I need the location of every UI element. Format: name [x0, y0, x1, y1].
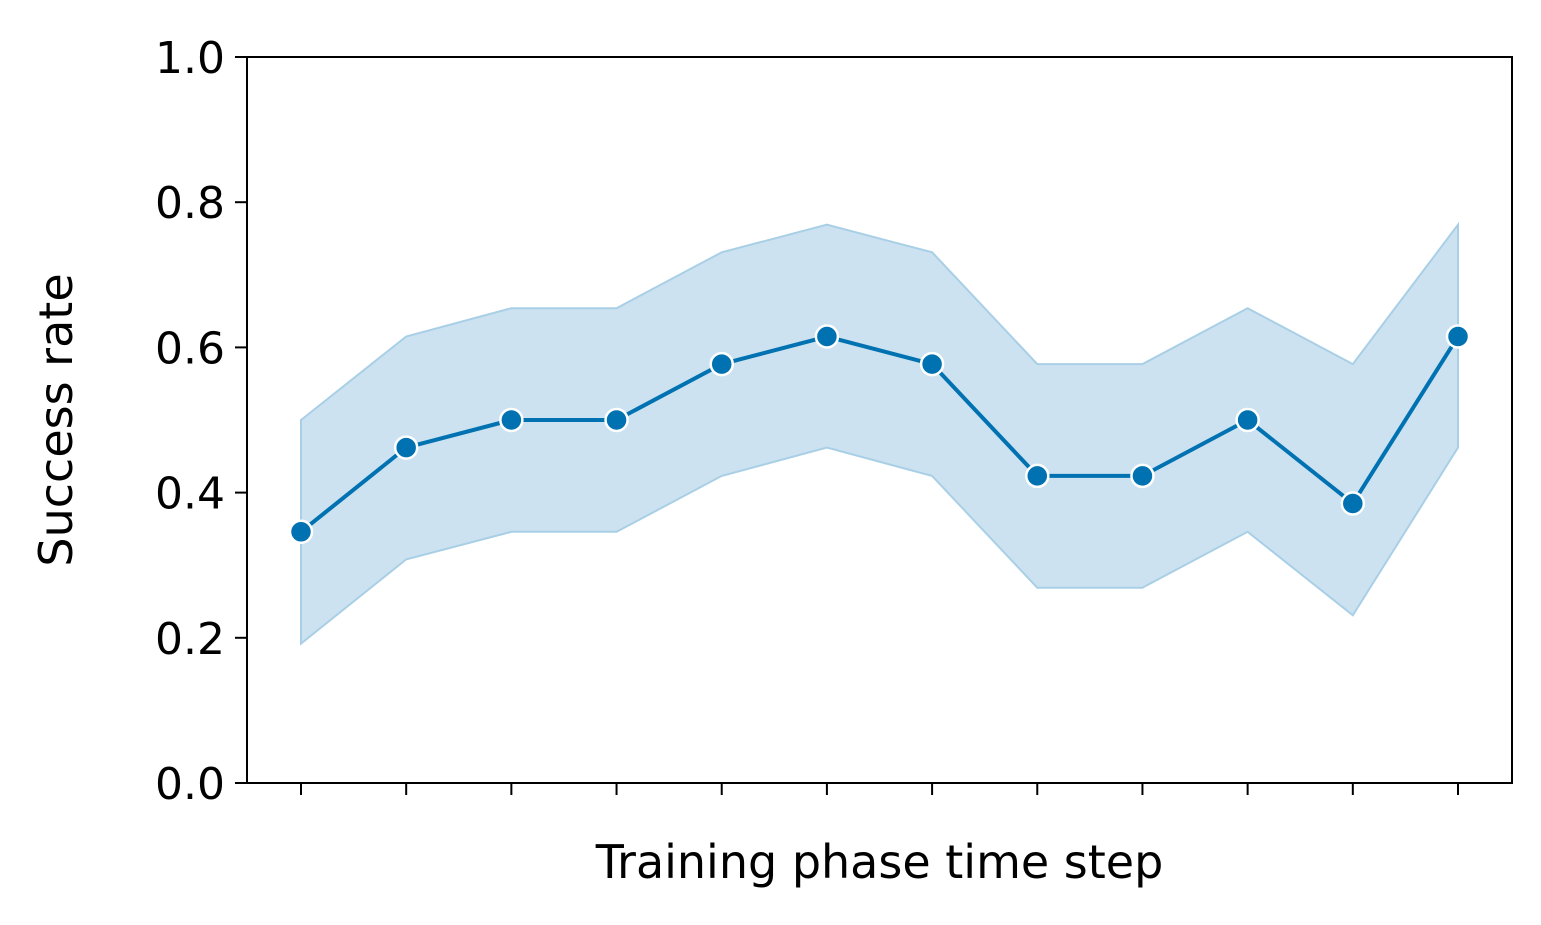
y-axis-label: Success rate: [29, 273, 83, 566]
x-axis-ticks: [300, 783, 1459, 795]
data-point: [604, 407, 629, 433]
confidence-band-layer: [300, 221, 1459, 646]
x-axis-label: Training phase time step: [595, 835, 1164, 889]
data-point: [1025, 463, 1050, 489]
series-marker-layer: [288, 324, 1471, 545]
data-point: [499, 407, 524, 433]
series-line: [299, 334, 1460, 534]
y-tick-label: 1.0: [155, 33, 225, 84]
data-point: [709, 351, 734, 377]
plot-frame: [246, 56, 1513, 784]
series-line-layer: [299, 334, 1460, 534]
y-tick-label: 0.6: [155, 323, 225, 374]
data-point: [814, 324, 840, 349]
confidence-band: [300, 221, 1459, 646]
data-point: [1340, 491, 1366, 516]
y-tick-label: 0.8: [155, 178, 225, 229]
data-point: [288, 519, 314, 545]
y-tick-label: 0.0: [155, 759, 225, 810]
data-point: [1130, 463, 1155, 489]
data-point: [919, 351, 945, 377]
data-point: [1445, 324, 1471, 349]
y-axis-ticks: 0.0 0.2 0.4 0.6 0.8 1.0: [155, 33, 247, 810]
y-tick-label: 0.2: [155, 614, 225, 665]
y-tick-label: 0.4: [155, 469, 225, 520]
data-point: [1235, 407, 1260, 433]
data-point: [393, 435, 419, 460]
